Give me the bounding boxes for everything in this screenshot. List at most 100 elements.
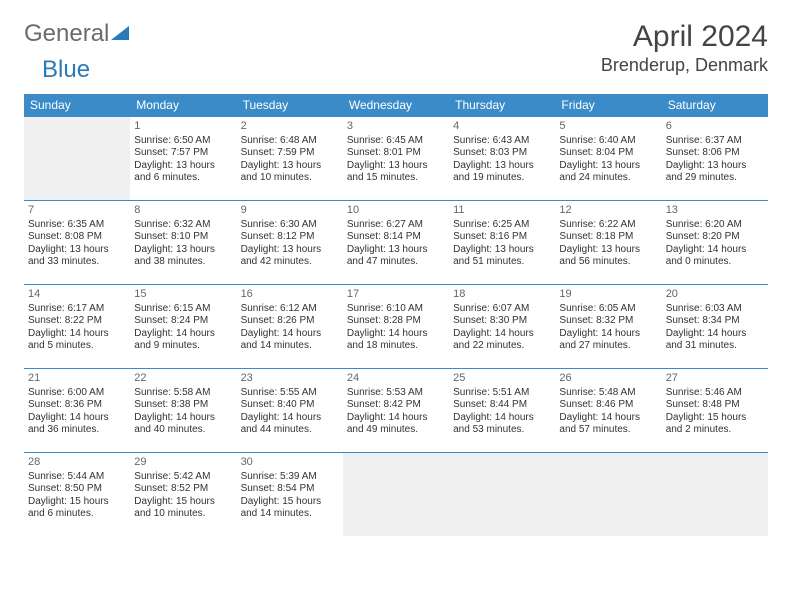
sunset-text: Sunset: 8:12 PM	[241, 231, 339, 244]
sunrise-text: Sunrise: 6:12 AM	[241, 303, 339, 316]
daylight1-text: Daylight: 14 hours	[453, 412, 551, 425]
sunrise-text: Sunrise: 6:15 AM	[134, 303, 232, 316]
calendar-cell: 26Sunrise: 5:48 AMSunset: 8:46 PMDayligh…	[555, 369, 661, 453]
daylight2-text: and 53 minutes.	[453, 424, 551, 437]
day-number: 23	[241, 372, 339, 386]
sunset-text: Sunset: 8:54 PM	[241, 483, 339, 496]
day-number: 6	[666, 120, 764, 134]
day-number: 8	[134, 204, 232, 218]
day-number: 18	[453, 288, 551, 302]
day-number: 29	[134, 456, 232, 470]
month-title: April 2024	[601, 20, 768, 53]
calendar-week-row: 7Sunrise: 6:35 AMSunset: 8:08 PMDaylight…	[24, 201, 768, 285]
sunset-text: Sunset: 8:28 PM	[347, 315, 445, 328]
sunrise-text: Sunrise: 6:50 AM	[134, 135, 232, 148]
sunset-text: Sunset: 8:46 PM	[559, 399, 657, 412]
calendar-cell: 17Sunrise: 6:10 AMSunset: 8:28 PMDayligh…	[343, 285, 449, 369]
day-number: 4	[453, 120, 551, 134]
sunset-text: Sunset: 7:59 PM	[241, 147, 339, 160]
sunset-text: Sunset: 8:48 PM	[666, 399, 764, 412]
day-number: 27	[666, 372, 764, 386]
daylight2-text: and 51 minutes.	[453, 256, 551, 269]
daylight2-text: and 24 minutes.	[559, 172, 657, 185]
logo-text-gray: General	[24, 20, 109, 48]
sunset-text: Sunset: 8:36 PM	[28, 399, 126, 412]
sunrise-text: Sunrise: 6:48 AM	[241, 135, 339, 148]
daylight2-text: and 15 minutes.	[347, 172, 445, 185]
sunrise-text: Sunrise: 6:30 AM	[241, 219, 339, 232]
day-number: 2	[241, 120, 339, 134]
daylight2-text: and 27 minutes.	[559, 340, 657, 353]
sunset-text: Sunset: 8:14 PM	[347, 231, 445, 244]
sunrise-text: Sunrise: 6:40 AM	[559, 135, 657, 148]
sunrise-text: Sunrise: 5:39 AM	[241, 471, 339, 484]
sunset-text: Sunset: 8:38 PM	[134, 399, 232, 412]
logo-text-blue: Blue	[42, 56, 90, 83]
sunrise-text: Sunrise: 6:00 AM	[28, 387, 126, 400]
sunset-text: Sunset: 8:42 PM	[347, 399, 445, 412]
day-number: 5	[559, 120, 657, 134]
daylight1-text: Daylight: 14 hours	[559, 328, 657, 341]
calendar-cell	[24, 117, 130, 201]
sunset-text: Sunset: 8:26 PM	[241, 315, 339, 328]
sunrise-text: Sunrise: 6:45 AM	[347, 135, 445, 148]
day-number: 25	[453, 372, 551, 386]
location: Brenderup, Denmark	[601, 55, 768, 76]
daylight2-text: and 5 minutes.	[28, 340, 126, 353]
calendar-cell: 25Sunrise: 5:51 AMSunset: 8:44 PMDayligh…	[449, 369, 555, 453]
day-number: 1	[134, 120, 232, 134]
calendar-cell: 14Sunrise: 6:17 AMSunset: 8:22 PMDayligh…	[24, 285, 130, 369]
calendar-cell: 1Sunrise: 6:50 AMSunset: 7:57 PMDaylight…	[130, 117, 236, 201]
daylight1-text: Daylight: 13 hours	[559, 244, 657, 257]
daylight2-text: and 0 minutes.	[666, 256, 764, 269]
calendar-cell: 3Sunrise: 6:45 AMSunset: 8:01 PMDaylight…	[343, 117, 449, 201]
sunrise-text: Sunrise: 5:48 AM	[559, 387, 657, 400]
daylight2-text: and 36 minutes.	[28, 424, 126, 437]
daylight1-text: Daylight: 13 hours	[666, 160, 764, 173]
daylight2-text: and 2 minutes.	[666, 424, 764, 437]
daylight1-text: Daylight: 14 hours	[347, 412, 445, 425]
daylight1-text: Daylight: 14 hours	[666, 328, 764, 341]
daylight2-text: and 57 minutes.	[559, 424, 657, 437]
sunset-text: Sunset: 8:52 PM	[134, 483, 232, 496]
daylight2-text: and 56 minutes.	[559, 256, 657, 269]
weekday-header: Thursday	[449, 94, 555, 117]
sunrise-text: Sunrise: 6:03 AM	[666, 303, 764, 316]
day-number: 20	[666, 288, 764, 302]
sunset-text: Sunset: 8:22 PM	[28, 315, 126, 328]
daylight1-text: Daylight: 14 hours	[241, 412, 339, 425]
sunset-text: Sunset: 8:34 PM	[666, 315, 764, 328]
sunset-text: Sunset: 8:01 PM	[347, 147, 445, 160]
calendar-cell: 16Sunrise: 6:12 AMSunset: 8:26 PMDayligh…	[237, 285, 343, 369]
daylight1-text: Daylight: 13 hours	[134, 244, 232, 257]
calendar-cell: 23Sunrise: 5:55 AMSunset: 8:40 PMDayligh…	[237, 369, 343, 453]
day-number: 19	[559, 288, 657, 302]
calendar-cell: 2Sunrise: 6:48 AMSunset: 7:59 PMDaylight…	[237, 117, 343, 201]
daylight1-text: Daylight: 15 hours	[134, 496, 232, 509]
daylight1-text: Daylight: 13 hours	[559, 160, 657, 173]
daylight1-text: Daylight: 15 hours	[28, 496, 126, 509]
sunset-text: Sunset: 8:10 PM	[134, 231, 232, 244]
sunset-text: Sunset: 8:18 PM	[559, 231, 657, 244]
daylight1-text: Daylight: 13 hours	[347, 160, 445, 173]
sunrise-text: Sunrise: 6:25 AM	[453, 219, 551, 232]
day-number: 11	[453, 204, 551, 218]
daylight1-text: Daylight: 13 hours	[453, 244, 551, 257]
calendar-cell: 12Sunrise: 6:22 AMSunset: 8:18 PMDayligh…	[555, 201, 661, 285]
daylight1-text: Daylight: 13 hours	[453, 160, 551, 173]
calendar-cell: 27Sunrise: 5:46 AMSunset: 8:48 PMDayligh…	[662, 369, 768, 453]
daylight1-text: Daylight: 14 hours	[134, 412, 232, 425]
sunset-text: Sunset: 8:06 PM	[666, 147, 764, 160]
calendar-cell: 20Sunrise: 6:03 AMSunset: 8:34 PMDayligh…	[662, 285, 768, 369]
day-number: 15	[134, 288, 232, 302]
sunrise-text: Sunrise: 6:22 AM	[559, 219, 657, 232]
day-number: 24	[347, 372, 445, 386]
day-number: 12	[559, 204, 657, 218]
calendar-cell: 4Sunrise: 6:43 AMSunset: 8:03 PMDaylight…	[449, 117, 555, 201]
daylight2-text: and 6 minutes.	[28, 508, 126, 521]
daylight1-text: Daylight: 14 hours	[134, 328, 232, 341]
sunset-text: Sunset: 8:04 PM	[559, 147, 657, 160]
daylight1-text: Daylight: 14 hours	[28, 412, 126, 425]
calendar-cell: 9Sunrise: 6:30 AMSunset: 8:12 PMDaylight…	[237, 201, 343, 285]
calendar-cell: 19Sunrise: 6:05 AMSunset: 8:32 PMDayligh…	[555, 285, 661, 369]
